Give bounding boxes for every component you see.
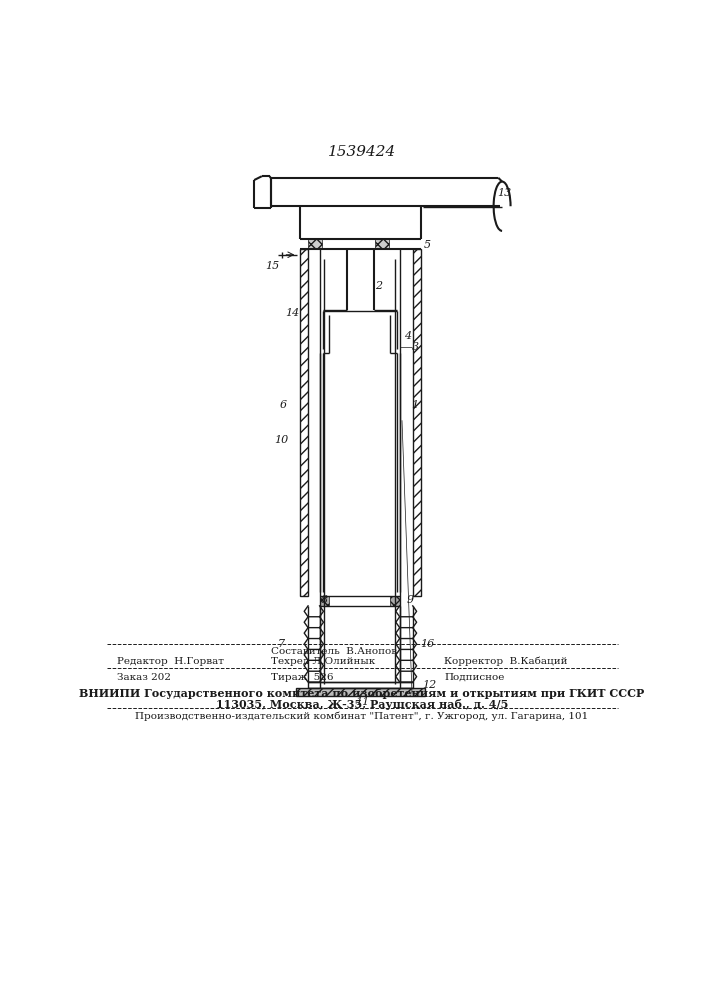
Text: ВНИИПИ Государственного комитета по изобретениям и открытиям при ГКИТ СССР: ВНИИПИ Государственного комитета по изоб… — [79, 688, 645, 699]
Text: 7: 7 — [278, 639, 285, 649]
Text: 2: 2 — [375, 281, 382, 291]
Text: Техред Л.Олийнык: Техред Л.Олийнык — [271, 657, 375, 666]
Text: 113035, Москва, Ж-35, Раушская наб., д. 4/5: 113035, Москва, Ж-35, Раушская наб., д. … — [216, 699, 508, 710]
Text: Тираж  526: Тираж 526 — [271, 673, 334, 682]
Text: Составитель  В.Анопов: Составитель В.Анопов — [271, 647, 397, 656]
Text: Производственно-издательский комбинат "Патент", г. Ужгород, ул. Гагарина, 101: Производственно-издательский комбинат "П… — [135, 711, 588, 721]
Bar — [308, 239, 322, 249]
Text: 14: 14 — [285, 308, 299, 318]
Bar — [390, 596, 399, 606]
Text: 13: 13 — [497, 188, 512, 198]
Text: 1: 1 — [411, 400, 419, 410]
Bar — [375, 239, 389, 249]
Bar — [296, 688, 425, 696]
Text: 1539424: 1539424 — [328, 145, 396, 159]
Text: Корректор  В.Кабаций: Корректор В.Кабаций — [444, 657, 568, 666]
Text: 9: 9 — [406, 595, 414, 605]
Bar — [308, 682, 413, 688]
Text: 16: 16 — [420, 639, 435, 649]
Text: 5: 5 — [423, 240, 431, 250]
Text: 8: 8 — [321, 595, 328, 605]
Text: 11: 11 — [355, 697, 369, 707]
Text: 6: 6 — [280, 400, 287, 410]
Text: Подписное: Подписное — [444, 673, 505, 682]
Text: 4: 4 — [404, 331, 411, 341]
Text: 12: 12 — [422, 680, 436, 690]
Text: 3: 3 — [411, 342, 419, 352]
Bar — [413, 249, 421, 596]
Text: 15: 15 — [264, 261, 279, 271]
Text: Заказ 202: Заказ 202 — [117, 673, 171, 682]
Text: Редактор  Н.Горват: Редактор Н.Горват — [117, 657, 224, 666]
Bar — [300, 249, 308, 596]
Bar — [320, 596, 329, 606]
Text: 10: 10 — [274, 435, 288, 445]
